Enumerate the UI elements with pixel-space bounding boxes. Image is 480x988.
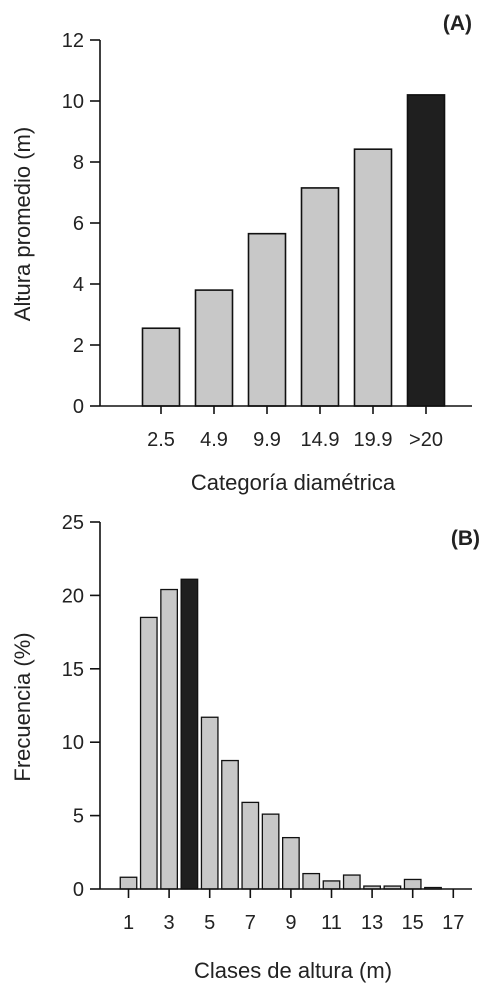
panel-b-bar-4	[180, 578, 199, 890]
panel-b-x-tick-label: 3	[164, 912, 175, 934]
panel-a-y-tick-label: 0	[73, 396, 84, 418]
panel-b-bar-7	[241, 801, 260, 890]
panel-b-bar-9	[281, 836, 300, 890]
panel-b-x-tick-label: 9	[285, 912, 296, 934]
panel-b-x-tick-label: 13	[361, 912, 383, 934]
panel-a-x-tick-label: 14.9	[301, 429, 340, 451]
panel-a-x-tick-label: 9.9	[253, 429, 281, 451]
panel-a-x-tick-label: >20	[409, 429, 443, 451]
panel-a-y-tick-label: 12	[62, 30, 84, 52]
panel-b-x-tick-label: 1	[123, 912, 134, 934]
panel-b-x-tick-label: 15	[402, 912, 424, 934]
panel-b-bar-2	[139, 616, 158, 890]
panel-b-y-tick-label: 20	[62, 585, 84, 607]
panel-b-x-tick-label: 17	[442, 912, 464, 934]
panel-a-y-tick-label: 6	[73, 213, 84, 235]
panel-b-y-tick-label: 15	[62, 659, 84, 681]
panel-a-bar-1	[141, 327, 181, 407]
panel-a-x-tick-label: 4.9	[200, 429, 228, 451]
panel-a-x-axis-title: Categoría diamétrica	[191, 470, 396, 495]
panel-b-bar-12	[342, 874, 361, 890]
panel-b-x-axis-title: Clases de altura (m)	[194, 958, 392, 983]
panel-b-bar-11	[322, 880, 341, 890]
panel-b-bar-5	[200, 716, 219, 890]
panel-a-y-tick-label: 10	[62, 91, 84, 113]
panel-a-x-tick-label: 19.9	[354, 429, 393, 451]
panel-a-bar-5	[353, 148, 393, 407]
panel-b-bar-3	[160, 588, 179, 890]
panel-a-bar-4	[300, 187, 340, 407]
panel-b-y-tick-label: 25	[62, 512, 84, 534]
panel-a-bars	[141, 94, 446, 407]
panel-a: (A) 2.5 4.9 9.9 14.9 19.9 >20 0 2 4 6 8 10 12 Altura…	[10, 12, 472, 495]
panel-a-y-tick-label: 4	[73, 274, 84, 296]
panel-a-bar-3	[247, 232, 287, 407]
panel-b-bars	[119, 578, 442, 890]
panel-b-x-tick-label: 11	[321, 912, 342, 934]
panel-b-y-axis-title: Frecuencia (%)	[10, 632, 35, 781]
panel-b-x-tick-label: 7	[245, 912, 256, 934]
panel-b-label: (B)	[451, 527, 480, 550]
panel-b-bar-6	[221, 759, 239, 890]
panel-b-bar-10	[302, 872, 321, 890]
panel-a-y-tick-label: 8	[73, 152, 84, 174]
panel-b-axes	[90, 521, 472, 898]
panel-a-y-axis-title: Altura promedio (m)	[10, 127, 35, 321]
panel-b-bar-8	[261, 813, 280, 890]
panel-a-label: (A)	[443, 12, 472, 35]
panel-a-bar-6	[406, 94, 446, 407]
panel-b-x-tick-label: 5	[204, 912, 215, 934]
panel-a-y-tick-label: 2	[73, 335, 84, 357]
panel-a-bar-2	[194, 289, 234, 407]
panel-a-tick-labels: 2.5 4.9 9.9 14.9 19.9 >20 0 2 4 6 8 10 12	[62, 30, 443, 451]
panel-b-y-tick-label: 0	[73, 879, 84, 901]
panel-b-bar-1	[119, 876, 138, 890]
panel-a-axes	[90, 39, 472, 414]
panel-a-x-tick-label: 2.5	[147, 429, 175, 451]
panel-b-y-tick-label: 5	[73, 806, 84, 828]
panel-b-bar-15	[403, 878, 422, 890]
panel-b-y-tick-label: 10	[62, 732, 84, 754]
